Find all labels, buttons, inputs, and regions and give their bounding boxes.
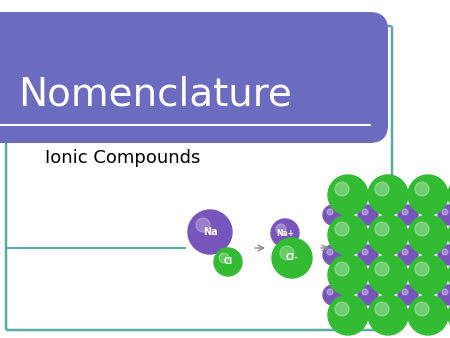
Circle shape bbox=[335, 182, 349, 196]
Circle shape bbox=[438, 245, 450, 265]
Circle shape bbox=[398, 205, 418, 225]
Circle shape bbox=[335, 262, 349, 276]
Circle shape bbox=[438, 205, 450, 225]
Circle shape bbox=[335, 302, 349, 316]
Circle shape bbox=[368, 175, 408, 215]
Circle shape bbox=[358, 205, 378, 225]
Text: Ionic Compounds: Ionic Compounds bbox=[45, 149, 200, 167]
Circle shape bbox=[219, 253, 229, 263]
Circle shape bbox=[408, 295, 448, 335]
Text: Na+: Na+ bbox=[276, 228, 294, 238]
Circle shape bbox=[327, 249, 333, 255]
Circle shape bbox=[448, 295, 450, 335]
Text: Cl: Cl bbox=[224, 258, 233, 266]
Bar bbox=[0, 30, 40, 125]
Text: Cl-: Cl- bbox=[286, 254, 298, 263]
Circle shape bbox=[362, 209, 368, 215]
Circle shape bbox=[438, 285, 450, 305]
Text: Nomenclature: Nomenclature bbox=[18, 76, 292, 114]
Circle shape bbox=[448, 175, 450, 215]
Circle shape bbox=[402, 289, 408, 295]
Circle shape bbox=[358, 285, 378, 305]
Circle shape bbox=[402, 209, 408, 215]
Circle shape bbox=[415, 262, 429, 276]
Circle shape bbox=[188, 210, 232, 254]
Circle shape bbox=[323, 245, 343, 265]
Circle shape bbox=[358, 245, 378, 265]
Circle shape bbox=[442, 289, 448, 295]
Circle shape bbox=[448, 215, 450, 255]
Circle shape bbox=[327, 209, 333, 215]
Circle shape bbox=[408, 175, 448, 215]
Circle shape bbox=[368, 295, 408, 335]
Circle shape bbox=[415, 222, 429, 236]
Circle shape bbox=[328, 215, 368, 255]
Circle shape bbox=[272, 238, 312, 278]
Circle shape bbox=[375, 222, 389, 236]
Circle shape bbox=[375, 262, 389, 276]
FancyBboxPatch shape bbox=[0, 12, 388, 143]
Circle shape bbox=[398, 245, 418, 265]
Circle shape bbox=[375, 182, 389, 196]
Circle shape bbox=[442, 249, 448, 255]
Circle shape bbox=[328, 175, 368, 215]
Circle shape bbox=[448, 255, 450, 295]
Circle shape bbox=[415, 182, 429, 196]
Circle shape bbox=[362, 289, 368, 295]
Circle shape bbox=[415, 302, 429, 316]
Circle shape bbox=[323, 205, 343, 225]
Circle shape bbox=[328, 255, 368, 295]
Circle shape bbox=[408, 255, 448, 295]
Circle shape bbox=[402, 249, 408, 255]
Circle shape bbox=[271, 219, 299, 247]
Bar bbox=[0, 30, 370, 50]
Circle shape bbox=[398, 285, 418, 305]
Circle shape bbox=[214, 248, 242, 276]
Circle shape bbox=[276, 224, 286, 234]
Circle shape bbox=[362, 249, 368, 255]
Circle shape bbox=[368, 215, 408, 255]
Circle shape bbox=[327, 289, 333, 295]
Circle shape bbox=[375, 302, 389, 316]
Text: Na: Na bbox=[202, 227, 217, 237]
Circle shape bbox=[328, 295, 368, 335]
Circle shape bbox=[408, 215, 448, 255]
Circle shape bbox=[442, 209, 448, 215]
Circle shape bbox=[335, 222, 349, 236]
Circle shape bbox=[196, 218, 210, 232]
Circle shape bbox=[280, 246, 294, 260]
Circle shape bbox=[323, 285, 343, 305]
Circle shape bbox=[368, 255, 408, 295]
